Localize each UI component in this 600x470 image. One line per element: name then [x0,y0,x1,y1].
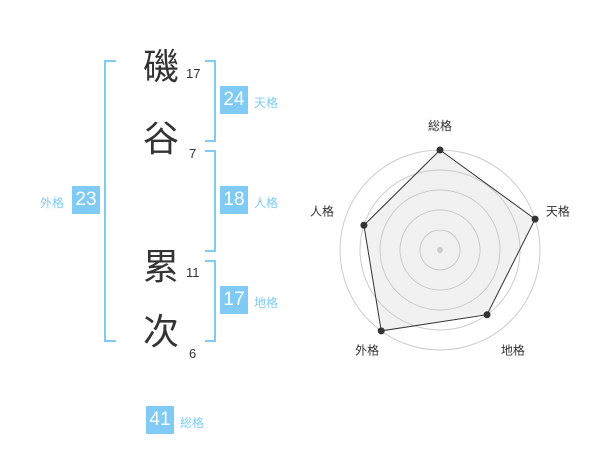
jinkaku-label: 人格 [254,196,279,210]
chikaku-label: 地格 [254,296,279,310]
chikaku-value: 17 [220,286,248,314]
soukaku-label: 総格 [180,416,205,430]
radar-point-4 [377,327,385,335]
radar-axis-label: 人格 [310,204,334,219]
stroke-count-3: 11 [186,265,200,280]
gaikaku-bracket [104,60,116,342]
radar-ring [379,189,501,311]
name-char-2: 谷 [142,119,179,160]
radar-axis-label: 天格 [546,204,570,219]
chikaku-bracket [205,260,216,342]
name-char-4: 次 [142,312,179,353]
radar-center [437,247,443,253]
tenkaku-value: 24 [220,86,248,114]
name-char-3: 累 [142,247,179,288]
stroke-count-4: 6 [189,346,197,361]
stroke-count-2: 7 [189,146,197,161]
gaikaku-label: 外格 [40,196,65,210]
soukaku-value: 41 [146,406,174,434]
radar-axis-label: 総格 [428,118,452,133]
radar-point-3 [483,311,491,319]
stroke-count-1: 17 [186,66,201,81]
tenkaku-label: 天格 [254,96,279,110]
radar-axis-label: 外格 [355,342,379,357]
radar-ring [419,229,461,271]
radar-point-1 [436,146,444,154]
gaikaku-value: 23 [72,186,100,214]
jinkaku-bracket [205,150,216,252]
name-char-1: 磯 [142,47,179,88]
radar-ring [399,209,481,291]
radar-point-5 [360,221,368,229]
radar-axis-label: 地格 [501,342,525,357]
tenkaku-bracket [205,60,216,142]
radar-area [363,149,536,332]
radar-point-2 [531,215,539,223]
jinkaku-value: 18 [220,186,248,214]
